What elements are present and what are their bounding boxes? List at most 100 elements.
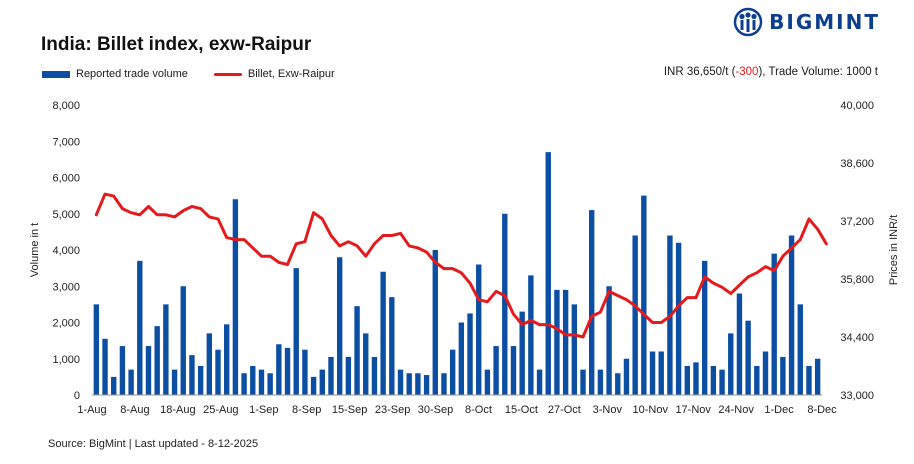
volume-bar [319, 369, 325, 395]
volume-bar [119, 346, 126, 395]
y2-tick-label: 35,800 [840, 274, 874, 286]
volume-bar [224, 324, 230, 395]
volume-bar [137, 260, 143, 395]
volume-bar [502, 213, 508, 395]
volume-bar [171, 369, 178, 395]
volume-bar [797, 304, 803, 395]
volume-bar [250, 366, 256, 395]
y2-tick-label: 38,600 [840, 158, 874, 170]
y2-tick-label: 37,200 [840, 216, 874, 228]
volume-bar [780, 356, 786, 395]
volume-bar [545, 152, 551, 395]
chart-legend: Reported trade volume Billet, Exw-Raipur [42, 68, 335, 80]
volume-bar [632, 235, 638, 395]
volume-bar [310, 376, 317, 395]
x-tick-label: 10-Nov [633, 404, 669, 416]
x-tick-label: 1-Aug [77, 404, 106, 416]
volume-bar [415, 373, 421, 395]
volume-bar [589, 210, 595, 395]
price-line-group [94, 192, 828, 339]
volume-bar [493, 346, 499, 395]
volume-bar [336, 257, 343, 395]
volume-bar [476, 264, 482, 395]
volume-bar [745, 320, 751, 395]
y2-tick-label: 40,000 [840, 100, 874, 112]
volume-bar [701, 260, 708, 395]
legend-entry-volume: Reported trade volume [76, 68, 188, 80]
price-summary: INR 36,650/t (-300), Trade Volume: 1000 … [664, 66, 878, 78]
volume-bar [441, 373, 447, 395]
legend-bar-swatch [42, 70, 70, 78]
volume-bar [397, 369, 404, 395]
x-tick-label: 25-Aug [203, 404, 238, 416]
volume-bar [145, 346, 152, 395]
volume-bar [389, 297, 395, 395]
volume-bar [241, 373, 247, 395]
volume-bar [371, 356, 378, 395]
x-tick-label: 8-Dec [807, 404, 837, 416]
brand-logo: BIGMINT [733, 6, 880, 38]
y-axis-left: 0 1,000 2,000 3,000 4,000 5,000 6,000 7,000 8,00… [52, 100, 80, 402]
volume-bar [258, 369, 265, 395]
volume-bar [554, 289, 560, 395]
volume-bar [163, 304, 169, 395]
volume-bar [641, 195, 647, 395]
x-tick-label: 27-Oct [548, 404, 581, 416]
y-tick-label: 3,000 [52, 281, 80, 293]
volume-bar [719, 369, 725, 395]
volume-bar [102, 338, 108, 395]
x-tick-label: 1-Sep [249, 404, 278, 416]
volume-bar [580, 369, 586, 395]
volume-bar [215, 349, 221, 395]
volume-bar [528, 275, 534, 395]
volume-bar [510, 346, 517, 395]
x-tick-label: 3-Nov [593, 404, 623, 416]
volume-bar [111, 376, 117, 395]
volume-bar [684, 366, 690, 395]
volume-bar [328, 356, 334, 395]
y-tick-label: 4,000 [52, 245, 80, 257]
volume-bar [406, 373, 412, 395]
bigmint-logo-icon [733, 7, 763, 37]
volume-bar [232, 199, 239, 395]
y-tick-label: 2,000 [52, 318, 80, 330]
volume-bars [93, 152, 821, 395]
volume-bar [484, 369, 491, 395]
summary-prefix: INR 36,650/t ( [663, 66, 736, 78]
volume-bar [736, 293, 743, 395]
volume-bar [458, 322, 465, 395]
volume-bar [267, 373, 273, 395]
volume-bar [380, 271, 386, 395]
volume-bar [423, 375, 430, 395]
volume-bar [93, 304, 100, 395]
volume-bar [806, 366, 812, 395]
y-axis-label: Volume in t [29, 223, 41, 277]
volume-bar [345, 356, 352, 395]
volume-bar [658, 351, 664, 395]
x-tick-label: 8-Sep [292, 404, 321, 416]
volume-bar [467, 313, 473, 395]
y-tick-label: 6,000 [52, 173, 80, 185]
source-note: Source: BigMint | Last updated - 8-12-20… [48, 438, 259, 450]
x-tick-label: 23-Sep [375, 404, 410, 416]
y-tick-label: 8,000 [52, 100, 80, 112]
x-tick-label: 17-Nov [675, 404, 711, 416]
x-tick-label: 18-Aug [160, 404, 195, 416]
volume-bar [615, 373, 621, 395]
volume-bar [180, 286, 186, 395]
volume-bar [728, 333, 734, 395]
brand-name: BIGMINT [769, 10, 880, 34]
price-line [94, 192, 828, 339]
x-tick-label: 24-Nov [718, 404, 754, 416]
y2-tick-label: 34,400 [840, 332, 874, 344]
x-tick-label: 8-Oct [465, 404, 492, 416]
y-tick-label: 7,000 [52, 136, 80, 148]
volume-bar [814, 358, 821, 395]
chart-title: India: Billet index, exw-Raipur [41, 34, 312, 55]
volume-bar [197, 366, 204, 395]
volume-bar [710, 366, 717, 395]
volume-bar [432, 250, 438, 395]
volume-bar [206, 333, 213, 395]
x-axis: 1-Aug 8-Aug 18-Aug 25-Aug 1-Sep 8-Sep 15-Sep 23… [77, 394, 837, 416]
